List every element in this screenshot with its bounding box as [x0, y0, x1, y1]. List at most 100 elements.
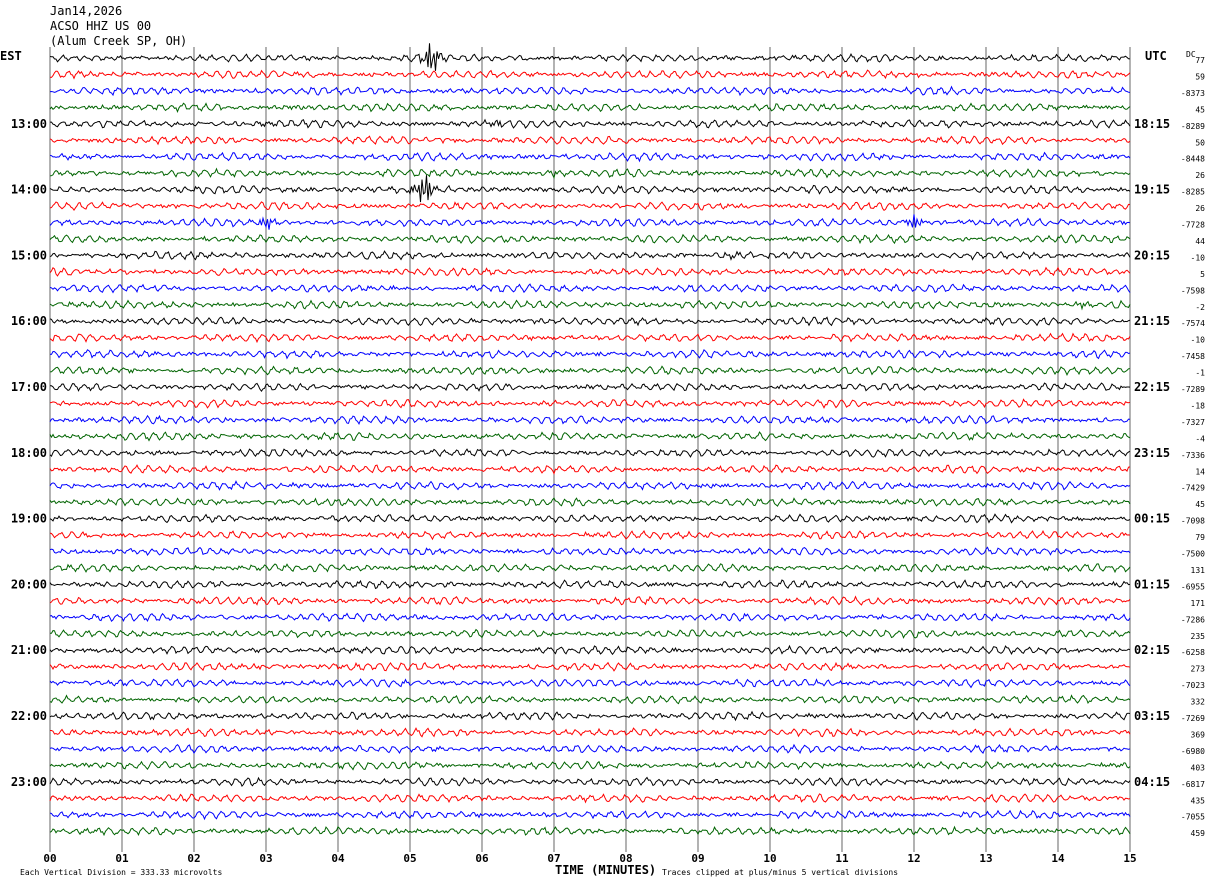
- trace-row-40: [49, 710, 1131, 722]
- trace-row-38: [49, 678, 1131, 689]
- dc-offset-label: 50: [1195, 138, 1205, 147]
- dc-offset-label: -8373: [1181, 89, 1205, 98]
- dc-offset-label: 369: [1191, 730, 1206, 739]
- dc-offset-label: 459: [1191, 829, 1206, 838]
- right-hour-label: 00:15: [1134, 512, 1170, 526]
- dc-offset-label: 332: [1191, 698, 1206, 707]
- x-tick-12: 12: [907, 852, 920, 865]
- dc-offset-label: 26: [1195, 171, 1205, 180]
- x-tick-04: 04: [331, 852, 345, 865]
- trace-row-43: [49, 760, 1131, 771]
- trace-row-26: [49, 480, 1131, 491]
- dc-offset-label: 14: [1195, 467, 1205, 476]
- left-hour-label: 16:00: [11, 314, 47, 328]
- dc-offset-label: -7055: [1181, 813, 1205, 822]
- x-tick-05: 05: [403, 852, 416, 865]
- left-hour-labels: 13:00 14:00 15:00 16:00 17:00 18:00 19:00 20:00…: [11, 117, 47, 789]
- left-hour-label: 13:00: [11, 117, 47, 131]
- x-tick-08: 08: [619, 852, 632, 865]
- right-hour-label: 22:15: [1134, 380, 1170, 394]
- right-hour-label: 23:15: [1134, 446, 1170, 460]
- trace-row-10: [49, 214, 1131, 230]
- trace-row-44: [49, 776, 1131, 788]
- trace-row-12: [49, 250, 1131, 261]
- x-tick-11: 11: [835, 852, 849, 865]
- dc-offset-label: -7574: [1181, 319, 1205, 328]
- dc-offset-label: 44: [1195, 237, 1205, 246]
- dc-offset-labels: 77 59 -8373 45 -8289 50 -8448 26 -8285 26 -7728 44 -…: [1181, 56, 1205, 838]
- trace-row-30: [49, 546, 1131, 556]
- trace-row-7: [49, 167, 1131, 180]
- dc-offset-label: 45: [1195, 105, 1205, 114]
- left-hour-label: 17:00: [11, 380, 47, 394]
- left-hour-label: 20:00: [11, 577, 47, 591]
- left-hour-label: 21:00: [11, 643, 47, 657]
- trace-row-0: [49, 43, 1131, 71]
- trace-row-19: [49, 365, 1131, 376]
- right-hour-label: 18:15: [1134, 117, 1170, 131]
- dc-offset-label: 45: [1195, 500, 1205, 509]
- right-hour-label: 19:15: [1134, 183, 1170, 197]
- dc-offset-label: -6955: [1181, 582, 1205, 591]
- trace-row-34: [49, 612, 1131, 623]
- dc-offset-label: 273: [1191, 665, 1206, 674]
- trace-row-21: [49, 398, 1131, 409]
- trace-row-15: [49, 299, 1131, 311]
- x-axis-title: TIME (MINUTES): [555, 863, 656, 877]
- dc-label: DC: [1186, 50, 1196, 59]
- header-station: ACSO HHZ US 00: [50, 19, 152, 33]
- left-timezone-label: EST: [0, 49, 22, 63]
- dc-offset-label: 26: [1195, 204, 1205, 213]
- x-tick-03: 03: [259, 852, 272, 865]
- dc-offset-label: -10: [1191, 336, 1206, 345]
- trace-row-27: [49, 497, 1131, 507]
- dc-offset-label: -7286: [1181, 615, 1205, 624]
- dc-offset-label: -7598: [1181, 286, 1205, 295]
- left-hour-label: 23:00: [11, 775, 47, 789]
- trace-row-33: [49, 595, 1131, 606]
- trace-row-5: [49, 135, 1131, 146]
- dc-offset-label: -6980: [1181, 747, 1205, 756]
- dc-offset-label: -7500: [1181, 550, 1205, 559]
- trace-row-28: [49, 513, 1131, 524]
- x-tick-01: 01: [115, 852, 129, 865]
- trace-row-17: [49, 332, 1131, 344]
- trace-row-8: [49, 175, 1131, 203]
- dc-offset-label: -7429: [1181, 484, 1205, 493]
- dc-offset-label: -8285: [1181, 188, 1205, 197]
- dc-offset-label: -7327: [1181, 418, 1205, 427]
- right-hour-label: 04:15: [1134, 775, 1170, 789]
- dc-offset-label: -7269: [1181, 714, 1205, 723]
- trace-row-39: [49, 694, 1131, 705]
- trace-row-4: [50, 118, 1131, 129]
- header-site: (Alum Creek SP, OH): [50, 34, 188, 48]
- x-tick-02: 02: [187, 852, 200, 865]
- header-date: Jan14,2026: [50, 4, 123, 18]
- trace-row-14: [49, 283, 1131, 294]
- dc-offset-label: 77: [1195, 56, 1205, 65]
- trace-row-29: [49, 529, 1131, 541]
- dc-offset-label: -7728: [1181, 221, 1205, 230]
- x-tick-07: 07: [547, 852, 560, 865]
- trace-row-35: [50, 628, 1131, 639]
- trace-row-36: [49, 644, 1131, 656]
- trace-row-32: [49, 579, 1131, 590]
- x-tick-13: 13: [979, 852, 992, 865]
- trace-row-45: [49, 793, 1131, 804]
- trace-row-20: [50, 382, 1131, 393]
- trace-row-42: [49, 743, 1131, 755]
- trace-row-41: [50, 727, 1131, 738]
- dc-offset-label: -7336: [1181, 451, 1205, 460]
- dc-offset-label: -8289: [1181, 122, 1205, 131]
- trace-row-24: [49, 448, 1131, 458]
- x-tick-00: 00: [43, 852, 56, 865]
- right-timezone-label: UTC: [1145, 49, 1167, 63]
- trace-row-16: [49, 316, 1131, 327]
- x-tick-09: 09: [691, 852, 704, 865]
- dc-offset-label: -2: [1195, 303, 1205, 312]
- right-hour-label: 03:15: [1134, 709, 1170, 723]
- left-hour-label: 19:00: [11, 512, 47, 526]
- dc-offset-label: 59: [1195, 72, 1205, 81]
- right-hour-label: 21:15: [1134, 314, 1170, 328]
